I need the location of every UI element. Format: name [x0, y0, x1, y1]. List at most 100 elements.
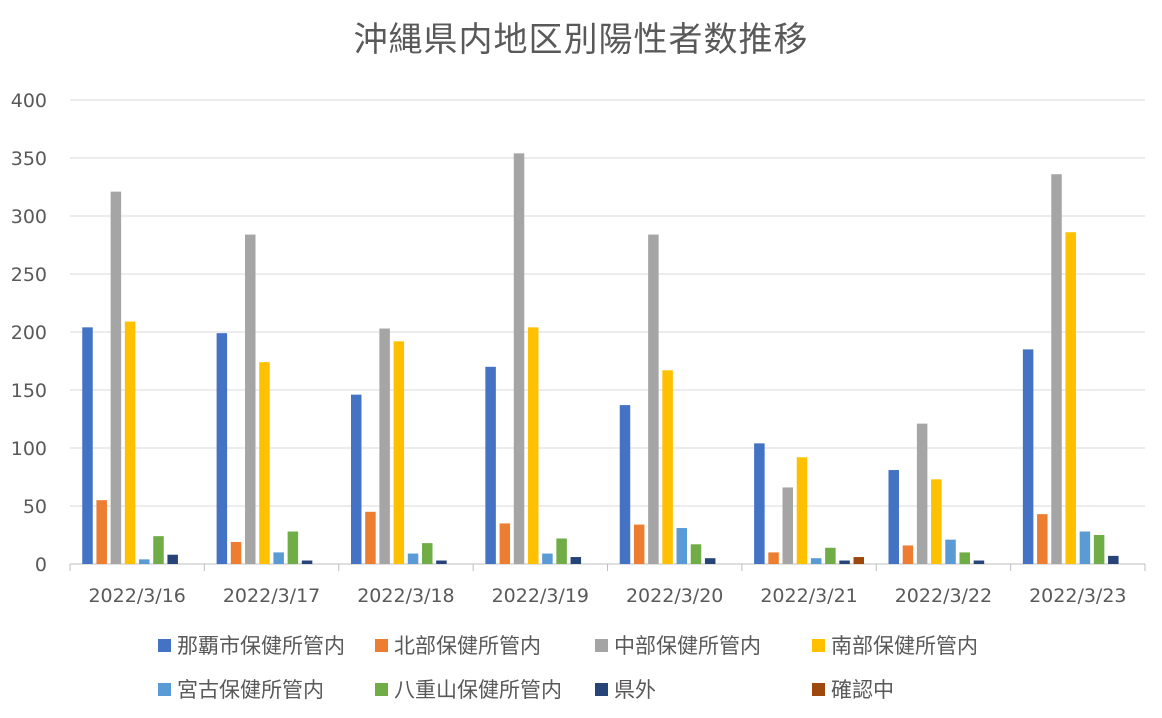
bar — [931, 479, 942, 564]
y-tick-label: 0 — [35, 554, 47, 576]
legend-swatch — [812, 682, 825, 696]
bar — [959, 552, 970, 564]
legend-label: 宮古保健所管内 — [177, 678, 324, 702]
bar — [556, 538, 567, 564]
bar — [542, 553, 553, 564]
bar — [153, 536, 164, 564]
bar — [570, 557, 582, 564]
legend-label: 那覇市保健所管内 — [177, 634, 345, 658]
x-tick-label: 2022/3/16 — [88, 585, 185, 607]
bar — [273, 552, 284, 564]
chart-legend: 那覇市保健所管内 北部保健所管内 中部保健所管内 南部保健所管内宮古保健所管内 八重山保… — [0, 626, 1162, 716]
x-tick-label: 2022/3/17 — [223, 585, 320, 607]
bar — [407, 553, 419, 564]
y-tick-label: 200 — [11, 322, 47, 344]
bar — [690, 544, 702, 564]
bar — [916, 423, 928, 564]
bar — [436, 560, 447, 564]
y-tick-label: 150 — [11, 380, 47, 402]
bar — [704, 558, 716, 564]
legend-label: 南部保健所管内 — [831, 634, 978, 658]
bar — [782, 487, 794, 564]
bar — [287, 531, 299, 564]
bar — [1051, 174, 1062, 565]
bar — [768, 552, 779, 564]
bar — [973, 560, 985, 564]
legend-label: 北部保健所管内 — [394, 634, 541, 658]
bar — [676, 528, 688, 564]
bar — [839, 560, 850, 564]
legend-label: 県外 — [614, 678, 656, 702]
chart-title: 沖縄県内地区別陽性者数推移 — [353, 20, 809, 60]
legend-swatch — [812, 638, 825, 652]
x-tick-label: 2022/3/23 — [1029, 585, 1126, 607]
bar-chart: 0 50 100 150 200 250 300 350 400 2022/3/16 2022/3/… — [11, 90, 1146, 607]
legend-item: 那覇市保健所管内 — [158, 630, 345, 660]
y-tick-label: 300 — [11, 206, 47, 228]
bar — [945, 539, 956, 564]
bar — [216, 333, 228, 564]
bar — [853, 557, 865, 564]
bar — [499, 523, 511, 564]
legend-swatch — [375, 682, 388, 696]
bar — [662, 370, 673, 564]
bar — [1037, 514, 1048, 564]
bar — [825, 547, 836, 564]
bar — [619, 405, 631, 564]
bar — [1022, 349, 1034, 564]
y-tick-label: 350 — [11, 148, 47, 170]
legend-item: 宮古保健所管内 — [158, 674, 324, 704]
legend-swatch — [158, 638, 171, 652]
bar — [301, 560, 313, 564]
bar — [350, 394, 362, 564]
bar — [96, 500, 107, 564]
y-tick-label: 50 — [23, 496, 47, 518]
bar — [230, 541, 242, 564]
x-tick-label: 2022/3/19 — [492, 585, 589, 607]
bar — [1108, 555, 1119, 564]
bar — [810, 558, 822, 564]
bar — [110, 191, 122, 564]
bar — [1079, 531, 1091, 564]
x-tick-label: 2022/3/20 — [626, 585, 723, 607]
bar — [167, 554, 178, 564]
legend-item: 県外 — [595, 674, 656, 704]
bar — [902, 545, 914, 564]
legend-swatch — [375, 638, 388, 652]
y-tick-label: 100 — [11, 438, 47, 460]
legend-item: 北部保健所管内 — [375, 630, 541, 660]
legend-item: 八重山保健所管内 — [375, 674, 562, 704]
bar — [513, 153, 525, 565]
bar — [633, 524, 645, 564]
bar — [124, 321, 136, 564]
bar — [1065, 232, 1076, 565]
x-tick-label: 2022/3/22 — [895, 585, 992, 607]
bar — [259, 362, 270, 564]
x-tick-label: 2022/3/21 — [760, 585, 857, 607]
bar — [365, 511, 376, 564]
bar — [527, 327, 539, 564]
legend-item: 中部保健所管内 — [595, 630, 761, 660]
legend-swatch — [595, 682, 608, 696]
bar — [245, 234, 256, 564]
legend-item: 確認中 — [812, 674, 894, 704]
legend-label: 確認中 — [831, 678, 894, 702]
bar — [393, 341, 405, 564]
x-tick-label: 2022/3/18 — [357, 585, 454, 607]
bar — [648, 234, 659, 564]
bar — [139, 559, 150, 564]
legend-item: 南部保健所管内 — [812, 630, 978, 660]
bar — [485, 366, 496, 564]
bar — [421, 543, 433, 564]
bar — [888, 470, 899, 564]
bar — [379, 328, 390, 564]
bar — [82, 327, 93, 564]
legend-swatch — [158, 682, 171, 696]
bar — [754, 443, 765, 564]
bar — [796, 457, 808, 564]
legend-label: 中部保健所管内 — [614, 634, 761, 658]
legend-label: 八重山保健所管内 — [394, 678, 562, 702]
bar — [1093, 535, 1105, 564]
legend-swatch — [595, 638, 608, 652]
y-tick-label: 250 — [11, 264, 47, 286]
